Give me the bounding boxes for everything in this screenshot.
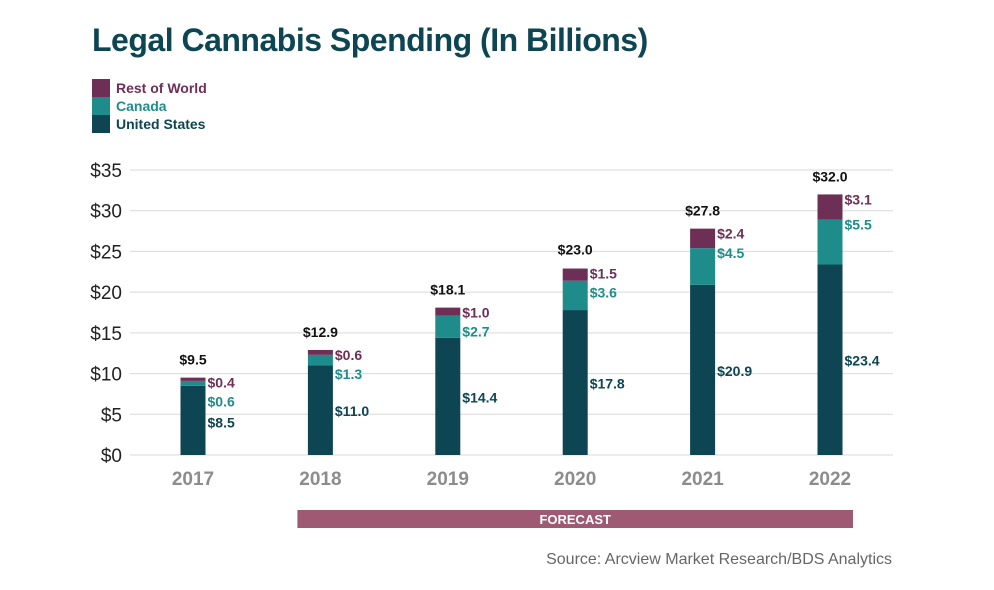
data-label-united-states: $17.8 xyxy=(590,376,625,392)
x-tick-label: 2017 xyxy=(172,469,214,490)
total-label: $9.5 xyxy=(179,352,206,368)
forecast-label: FORECAST xyxy=(539,512,611,527)
bar-segment-united-states xyxy=(307,365,333,455)
x-tick-label: 2021 xyxy=(681,469,724,490)
data-label-rest-of-world: $1.5 xyxy=(590,266,617,282)
y-tick-label: $20 xyxy=(90,283,122,304)
bar-segment-united-states xyxy=(562,310,588,455)
bar-segment-rest-of-world xyxy=(690,228,716,249)
legend-item-united-states: United States xyxy=(92,115,207,133)
data-label-canada: $5.5 xyxy=(845,217,872,233)
legend-swatch-rest-of-world xyxy=(92,79,110,97)
bar-segment-united-states xyxy=(690,284,716,455)
data-label-rest-of-world: $0.4 xyxy=(208,375,235,391)
bar-segment-canada xyxy=(307,354,333,366)
bar-segment-canada xyxy=(690,248,716,285)
bar-segment-canada xyxy=(180,380,206,386)
legend-label-canada: Canada xyxy=(116,98,167,114)
data-label-rest-of-world: $0.6 xyxy=(335,347,362,363)
legend-label-united-states: United States xyxy=(116,116,206,132)
data-label-rest-of-world: $2.4 xyxy=(717,226,744,242)
bar-segment-united-states xyxy=(435,337,461,455)
legend: Rest of World Canada United States xyxy=(92,79,207,133)
data-label-united-states: $14.4 xyxy=(462,389,497,405)
bar-segment-rest-of-world xyxy=(435,307,461,316)
data-label-canada: $2.7 xyxy=(462,324,489,340)
data-label-canada: $3.6 xyxy=(590,285,617,301)
data-label-canada: $1.3 xyxy=(335,366,362,382)
total-label: $32.0 xyxy=(812,168,847,184)
bar-segment-canada xyxy=(817,219,843,265)
data-label-united-states: $20.9 xyxy=(717,363,752,379)
y-tick-label: $5 xyxy=(101,405,122,426)
chart-title: Legal Cannabis Spending (In Billions) xyxy=(92,22,648,58)
data-label-united-states: $11.0 xyxy=(335,403,369,419)
data-label-united-states: $8.5 xyxy=(208,415,235,431)
y-tick-label: $10 xyxy=(90,365,122,386)
data-label-rest-of-world: $3.1 xyxy=(845,191,872,207)
x-tick-label: 2020 xyxy=(554,469,596,490)
data-label-canada: $4.5 xyxy=(717,245,744,261)
legend-swatch-canada xyxy=(92,97,110,115)
bar-segment-rest-of-world xyxy=(562,268,588,281)
data-label-rest-of-world: $1.0 xyxy=(462,305,489,321)
total-label: $27.8 xyxy=(685,203,720,219)
legend-item-canada: Canada xyxy=(92,97,207,115)
data-label-canada: $0.6 xyxy=(208,394,235,410)
data-label-united-states: $23.4 xyxy=(845,353,880,369)
x-tick-label: 2018 xyxy=(299,469,341,490)
legend-item-rest-of-world: Rest of World xyxy=(92,79,207,97)
bar-segment-rest-of-world xyxy=(180,377,206,381)
bar-segment-united-states xyxy=(180,385,206,455)
y-tick-label: $25 xyxy=(90,242,122,263)
stacked-bar-chart: $0 $5 $10 $15 $20 $25 $30 $35 $0.4 $0.6 $8.5 $9.5 20… xyxy=(90,161,893,528)
y-tick-label: $15 xyxy=(90,324,122,345)
total-label: $23.0 xyxy=(558,242,593,258)
legend-swatch-united-states xyxy=(92,115,110,133)
y-tick-label: $0 xyxy=(101,446,122,467)
bar-segment-united-states xyxy=(817,264,843,455)
y-tick-label: $30 xyxy=(90,202,122,223)
bar-segment-rest-of-world xyxy=(817,194,843,220)
source-note: Source: Arcview Market Research/BDS Anal… xyxy=(546,551,892,568)
total-label: $12.9 xyxy=(303,324,338,340)
total-label: $18.1 xyxy=(430,282,465,298)
y-tick-label: $35 xyxy=(90,161,122,182)
bar-segment-canada xyxy=(435,315,461,338)
bar-segment-rest-of-world xyxy=(307,349,333,355)
x-tick-label: 2022 xyxy=(809,469,851,490)
x-tick-label: 2019 xyxy=(427,469,469,490)
forecast-bar xyxy=(297,510,853,528)
legend-label-rest-of-world: Rest of World xyxy=(116,80,207,96)
bar-segment-canada xyxy=(562,280,588,311)
